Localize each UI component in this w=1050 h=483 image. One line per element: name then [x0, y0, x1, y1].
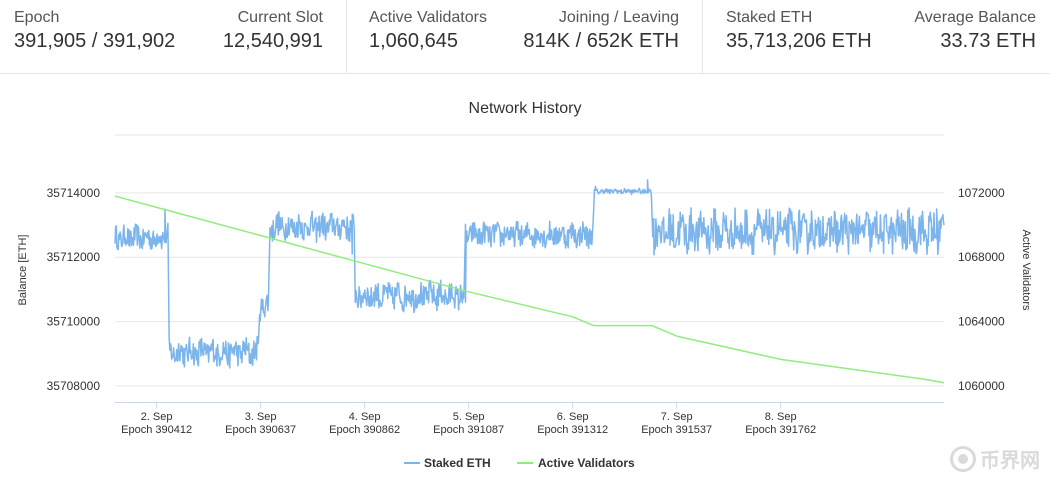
- x-tick-label-epoch: Epoch 390862: [329, 424, 400, 436]
- legend-item-active-validators[interactable]: Active Validators: [517, 456, 635, 470]
- stat-epoch: Epoch 391,905 / 391,902: [14, 0, 204, 74]
- series-line-staked-eth[interactable]: [114, 179, 945, 369]
- series-line-active-validators[interactable]: [114, 195, 945, 384]
- watermark-text: 币界网: [980, 450, 1040, 472]
- stat-active-validators-label: Active Validators: [369, 9, 487, 26]
- chart-legend: Staked ETH Active Validators: [404, 456, 635, 470]
- stat-staked-eth: Staked ETH 35,713,206 ETH: [726, 0, 906, 74]
- x-tick-label-epoch: Epoch 391537: [641, 424, 712, 436]
- coin-logo-icon: [950, 445, 976, 472]
- stat-epoch-value: 391,905 / 391,902: [14, 30, 176, 52]
- chart-series: [114, 179, 945, 384]
- stat-epoch-label: Epoch: [14, 9, 60, 26]
- stat-staked-eth-value: 35,713,206 ETH: [726, 30, 872, 52]
- stat-current-slot: Current Slot 12,540,991: [204, 0, 323, 74]
- stat-current-slot-label: Current Slot: [237, 9, 323, 26]
- chart-grid: [115, 134, 944, 387]
- stat-staked-eth-label: Staked ETH: [726, 9, 813, 26]
- stat-joining-leaving-value: 814K / 652K ETH: [523, 30, 679, 52]
- y-tick-label-left: 35708000: [47, 379, 101, 393]
- legend-label-staked-eth: Staked ETH: [424, 456, 491, 470]
- y-tick-label-left: 35712000: [47, 250, 101, 264]
- watermark: 币界网: [950, 444, 1040, 473]
- y-axis-left: 35708000 35710000 35712000 35714000: [47, 186, 101, 393]
- x-tick-label-epoch: Epoch 390637: [225, 424, 296, 436]
- stat-average-balance-value: 33.73 ETH: [940, 30, 1036, 52]
- stat-joining-leaving: Joining / Leaving 814K / 652K ETH: [519, 0, 679, 74]
- x-tick-label-epoch: Epoch 391762: [745, 424, 816, 436]
- y-tick-label-left: 35710000: [47, 315, 101, 329]
- legend-label-active-validators: Active Validators: [538, 456, 635, 470]
- network-stats-bar: Epoch 391,905 / 391,902 Current Slot 12,…: [0, 0, 1050, 74]
- legend-item-staked-eth[interactable]: Staked ETH: [404, 456, 491, 470]
- y-axis-right-title: Active Validators: [1020, 229, 1032, 311]
- stat-joining-leaving-label: Joining / Leaving: [558, 9, 679, 26]
- y-tick-label-right: 1064000: [958, 315, 1005, 329]
- y-tick-label-left: 35714000: [47, 186, 101, 200]
- x-tick-label-day: 4. Sep: [349, 411, 381, 423]
- x-tick-label-day: 7. Sep: [661, 411, 693, 423]
- y-tick-label-right: 1072000: [958, 186, 1005, 200]
- x-tick-label-day: 3. Sep: [245, 411, 277, 423]
- stat-active-validators: Active Validators 1,060,645: [369, 0, 519, 74]
- y-tick-label-right: 1068000: [958, 250, 1005, 264]
- y-axis-right: 1060000 1064000 1068000 1072000: [958, 186, 1005, 393]
- chart-title: Network History: [469, 100, 582, 117]
- y-tick-label-right: 1060000: [958, 379, 1005, 393]
- x-tick-label-day: 2. Sep: [141, 411, 173, 423]
- stat-active-validators-value: 1,060,645: [369, 30, 458, 52]
- x-tick-label-epoch: Epoch 390412: [121, 424, 192, 436]
- x-tick-label-day: 6. Sep: [557, 411, 589, 423]
- stats-divider: [702, 0, 703, 74]
- x-tick-label-day: 5. Sep: [453, 411, 485, 423]
- network-history-chart: Network History 35708000 35710000 35712000…: [17, 100, 1032, 470]
- stat-average-balance-label: Average Balance: [914, 9, 1036, 26]
- x-tick-label-epoch: Epoch 391087: [433, 424, 504, 436]
- stats-divider: [346, 0, 347, 74]
- x-tick-label-epoch: Epoch 391312: [537, 424, 608, 436]
- stat-current-slot-value: 12,540,991: [222, 30, 323, 52]
- x-tick-label-day: 8. Sep: [765, 411, 797, 423]
- stat-average-balance: Average Balance 33.73 ETH: [906, 0, 1036, 74]
- y-axis-left-title: Balance [ETH]: [17, 235, 29, 306]
